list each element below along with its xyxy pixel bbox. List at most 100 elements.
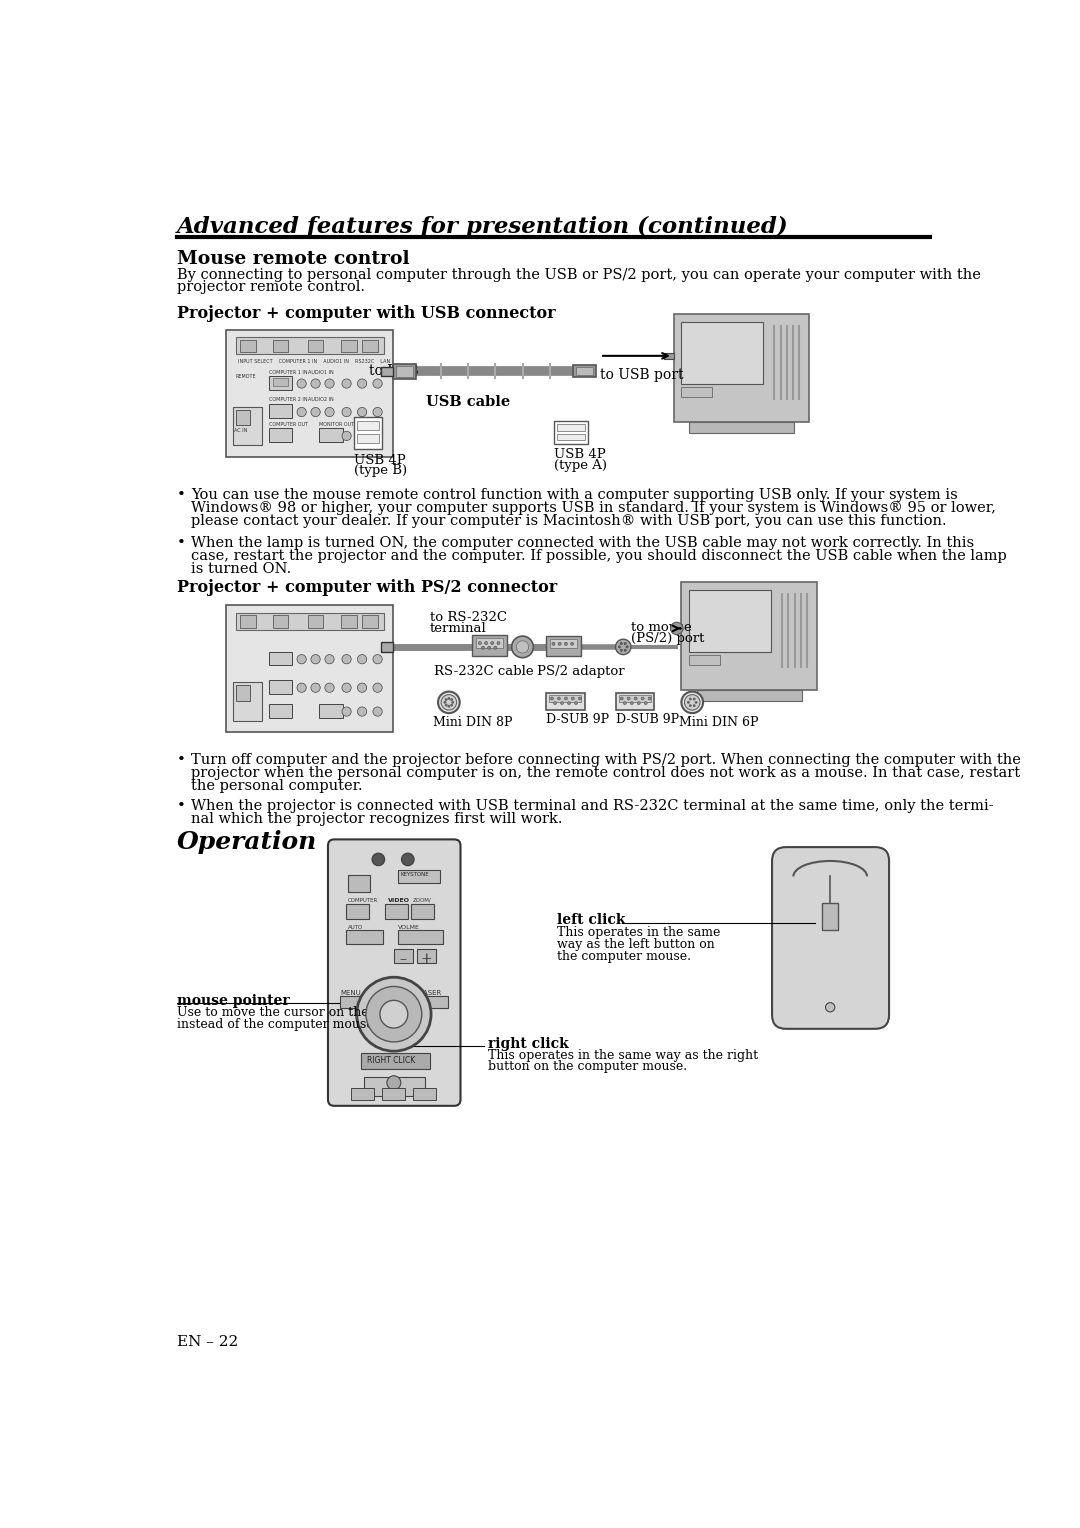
Circle shape xyxy=(620,697,623,700)
Circle shape xyxy=(373,408,382,417)
Circle shape xyxy=(325,408,334,417)
Circle shape xyxy=(450,698,453,701)
Circle shape xyxy=(373,683,382,692)
Circle shape xyxy=(488,646,490,649)
Text: COMPUTER: COMPUTER xyxy=(348,898,378,903)
Bar xyxy=(341,339,356,351)
Circle shape xyxy=(297,379,307,388)
Circle shape xyxy=(693,704,696,707)
Text: (type B): (type B) xyxy=(354,465,407,477)
Bar xyxy=(232,406,262,445)
Circle shape xyxy=(297,683,307,692)
Circle shape xyxy=(357,379,367,388)
Circle shape xyxy=(689,704,691,707)
Text: the computer mouse.: the computer mouse. xyxy=(557,949,691,963)
Circle shape xyxy=(325,654,334,663)
Circle shape xyxy=(450,704,453,706)
Text: Operation: Operation xyxy=(177,830,318,854)
Circle shape xyxy=(445,698,447,701)
Bar xyxy=(235,613,383,630)
Bar xyxy=(681,582,816,691)
Circle shape xyxy=(490,642,494,645)
Circle shape xyxy=(558,642,562,645)
Text: Mini DIN 8P: Mini DIN 8P xyxy=(433,717,513,729)
Bar xyxy=(346,931,383,944)
Circle shape xyxy=(620,642,622,645)
Circle shape xyxy=(445,704,447,706)
Bar xyxy=(269,405,293,419)
Circle shape xyxy=(441,695,457,711)
Text: This operates in the same: This operates in the same xyxy=(557,926,720,938)
Bar xyxy=(556,434,585,440)
Text: to USB: to USB xyxy=(369,364,419,379)
Text: Advanced features for presentation (continued): Advanced features for presentation (cont… xyxy=(177,215,788,238)
Text: VOLME: VOLME xyxy=(397,924,420,931)
Bar xyxy=(410,905,434,920)
Circle shape xyxy=(342,408,351,417)
Circle shape xyxy=(571,697,575,700)
Text: LASER: LASER xyxy=(419,990,442,996)
Text: projector remote control.: projector remote control. xyxy=(177,280,365,295)
Circle shape xyxy=(512,636,534,657)
Circle shape xyxy=(356,978,431,1051)
Bar xyxy=(308,339,323,351)
Text: left click: left click xyxy=(557,914,626,927)
Text: Projector + computer with USB connector: Projector + computer with USB connector xyxy=(177,306,555,322)
Circle shape xyxy=(497,642,500,645)
Circle shape xyxy=(631,701,633,704)
Bar xyxy=(384,905,408,920)
Text: USB 4P: USB 4P xyxy=(354,454,406,466)
Text: AUDIO1 IN: AUDIO1 IN xyxy=(308,370,334,374)
Bar xyxy=(269,680,293,694)
Bar xyxy=(340,996,372,1008)
Bar xyxy=(235,410,249,425)
Text: •: • xyxy=(177,487,186,501)
Text: REMOTE: REMOTE xyxy=(235,374,256,379)
Text: projector when the personal computer is on, the remote control does not work as : projector when the personal computer is … xyxy=(191,766,1020,781)
Circle shape xyxy=(325,683,334,692)
Circle shape xyxy=(342,654,351,663)
Text: way as the left button on: way as the left button on xyxy=(557,938,715,950)
Bar xyxy=(341,616,356,628)
Circle shape xyxy=(825,1002,835,1012)
Circle shape xyxy=(311,654,321,663)
Bar xyxy=(550,639,577,648)
Circle shape xyxy=(578,697,581,700)
Circle shape xyxy=(648,697,651,700)
Text: USB cable: USB cable xyxy=(427,396,511,410)
Bar xyxy=(393,364,416,379)
Text: Windows® 98 or higher, your computer supports USB in standard. If your system is: Windows® 98 or higher, your computer sup… xyxy=(191,501,996,515)
Circle shape xyxy=(373,379,382,388)
Circle shape xyxy=(402,853,414,865)
Bar xyxy=(549,695,581,701)
Bar xyxy=(364,1077,424,1096)
Bar xyxy=(348,876,369,892)
Circle shape xyxy=(451,701,454,703)
Text: COMPUTER OUT: COMPUTER OUT xyxy=(269,422,308,426)
Circle shape xyxy=(444,701,446,703)
Bar xyxy=(674,315,809,422)
Circle shape xyxy=(623,701,626,704)
Text: COMPUTER 2 IN: COMPUTER 2 IN xyxy=(269,397,308,402)
Circle shape xyxy=(685,695,700,711)
Text: ZOOM/
FOCUS: ZOOM/ FOCUS xyxy=(414,898,432,909)
Text: Turn off computer and the projector before connecting with PS/2 port. When conne: Turn off computer and the projector befo… xyxy=(191,753,1021,767)
Bar xyxy=(394,949,414,963)
Text: PS/2 adaptor: PS/2 adaptor xyxy=(537,665,624,677)
Bar xyxy=(227,330,393,457)
Bar xyxy=(346,905,369,920)
Bar xyxy=(357,420,379,429)
Circle shape xyxy=(561,701,564,704)
Circle shape xyxy=(637,701,640,704)
Circle shape xyxy=(342,379,351,388)
Circle shape xyxy=(694,701,698,703)
Circle shape xyxy=(373,654,382,663)
Circle shape xyxy=(516,640,529,652)
Text: to RS-232C: to RS-232C xyxy=(430,611,507,623)
Circle shape xyxy=(570,642,573,645)
Bar xyxy=(320,428,342,442)
Text: Mini DIN 6P: Mini DIN 6P xyxy=(679,717,758,729)
Circle shape xyxy=(616,639,631,654)
Circle shape xyxy=(565,697,567,700)
Bar xyxy=(572,365,596,377)
